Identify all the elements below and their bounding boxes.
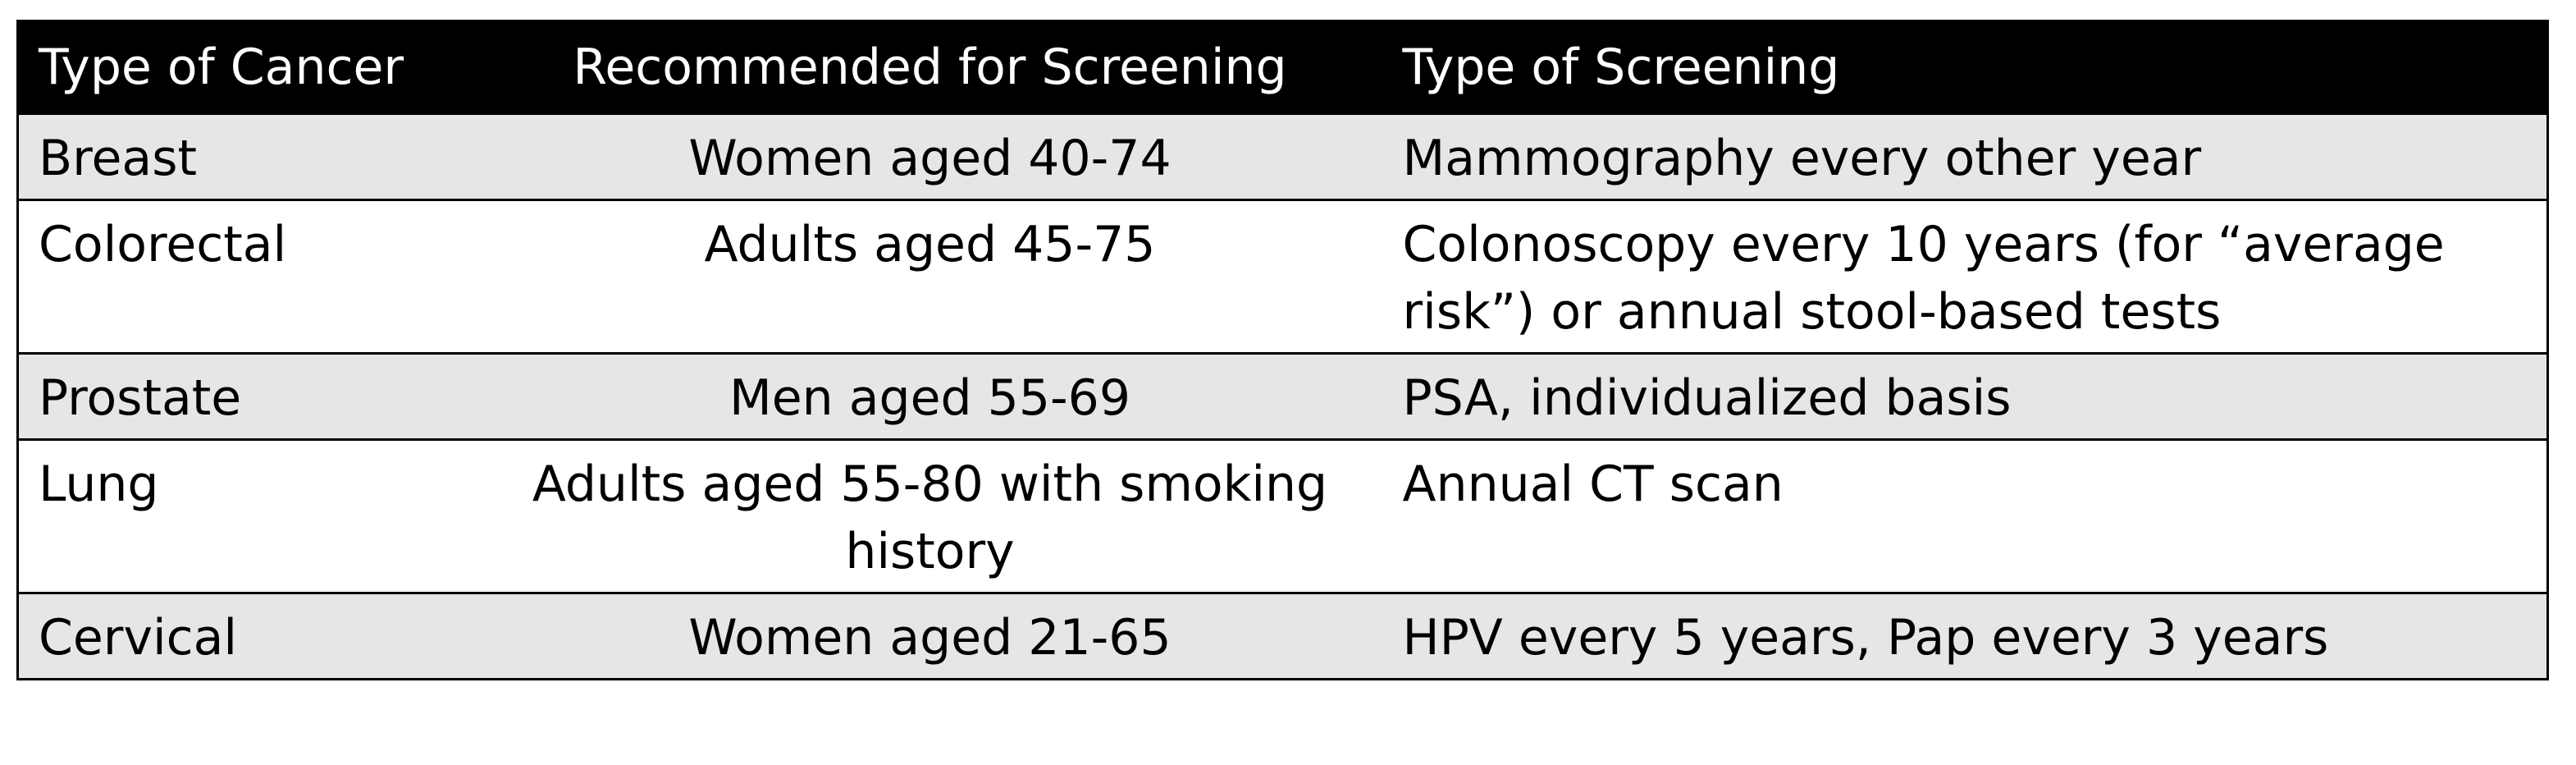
table-cell: HPV every 5 years, Pap every 3 years <box>1382 593 2548 680</box>
table-cell: Colonoscopy every 10 years (for “average… <box>1402 216 2445 341</box>
screening-table: Type of Cancer Recommended for Screening… <box>16 20 2549 680</box>
table-cell: Adults aged 55-80 with smoking history <box>532 456 1328 580</box>
table-cell: Prostate <box>17 353 477 440</box>
header-cell: Recommended for Screening <box>477 21 1383 114</box>
table-row: Prostate Men aged 55-69 PSA, individualize… <box>17 353 2548 440</box>
table-cell: Lung <box>39 456 159 513</box>
table-cell: PSA, individualized basis <box>1382 353 2548 440</box>
table-cell: Women aged 40-74 <box>477 113 1383 200</box>
table-row: Colorectal Adults aged 45-75 Colonoscopy e… <box>17 199 2548 354</box>
table-row: Cervical Women aged 21-65 HPV every 5 year… <box>17 593 2548 680</box>
table-cell: Annual CT scan <box>1402 456 1784 513</box>
table-cell: Breast <box>17 113 477 200</box>
table-cell: Mammography every other year <box>1382 113 2548 200</box>
table-row: Breast Women aged 40-74 Mammography every … <box>17 113 2548 200</box>
table-cell: Women aged 21-65 <box>477 593 1383 680</box>
table-cell: Colorectal <box>39 216 287 273</box>
table-cell: Adults aged 45-75 <box>704 216 1156 273</box>
table-cell: Men aged 55-69 <box>477 353 1383 440</box>
header-cell: Type of Screening <box>1382 21 2548 114</box>
table-cell: Cervical <box>17 593 477 680</box>
header-row: Type of Cancer Recommended for Screening… <box>17 21 2548 114</box>
table-body: Breast Women aged 40-74 Mammography every … <box>17 113 2548 680</box>
header-cell: Type of Cancer <box>17 21 477 114</box>
table-row: Lung Adults aged 55-80 with smoking histo… <box>17 439 2548 593</box>
